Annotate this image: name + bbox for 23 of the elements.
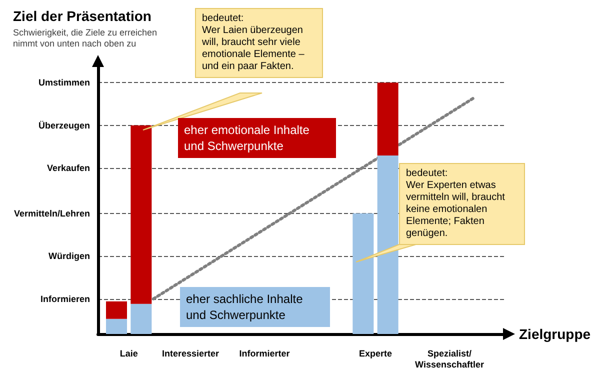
bar	[106, 318, 127, 334]
ref-line-label: Informieren	[40, 294, 90, 304]
x-tick-label: Spezialist/Wissenschaftler	[415, 348, 484, 370]
bar	[106, 301, 127, 319]
bar	[130, 125, 152, 304]
annotation: bedeutet: Wer Experten etwas vermitteln will, braucht keine emotionalen Elemente; Fakten genügen.	[399, 163, 525, 245]
ref-line-label: Verkaufen	[46, 163, 90, 174]
ref-line-label: Umstimmen	[38, 78, 90, 88]
x-tick-label: Informierter	[239, 348, 290, 358]
chart-subtitle: Schwierigkeit, die Ziele zu erreichen nimmt von unten nach oben zu	[13, 28, 160, 48]
ref-line-label: Überzeugen	[38, 120, 90, 130]
chart-title: Ziel der Präsentation	[13, 8, 152, 24]
text: bedeutet: Wer Laien überzeugen will, braucht sehr viele emotionale Elemente – und ein paar Fakten.	[195, 8, 323, 78]
x-tick-label: Laie	[120, 348, 138, 358]
annotation: eher sachliche Inhalte und Schwerpunkte	[180, 287, 330, 327]
x-tick-label: Interessierter	[162, 348, 220, 358]
x-tick-label: Experte	[358, 348, 392, 358]
ref-line-label: Vermitteln/Lehren	[14, 208, 90, 218]
x-axis-title: Zielgruppe	[519, 326, 591, 342]
bar	[377, 82, 398, 156]
ref-line-label: Würdigen	[48, 251, 90, 262]
annotation: eher emotionale Inhalte und Schwerpunkte	[178, 118, 336, 158]
bar	[130, 304, 152, 334]
